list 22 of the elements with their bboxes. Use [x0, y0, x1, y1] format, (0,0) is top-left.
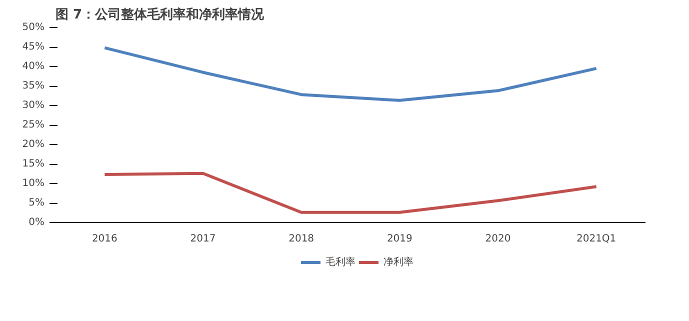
y-tick-label: 25% [22, 120, 45, 130]
legend-label: 净利率 [384, 256, 414, 269]
legend-label: 毛利率 [326, 256, 356, 269]
y-tick-label: 30% [22, 100, 45, 111]
x-tick-label: 2021Q1 [576, 234, 616, 244]
line-series [103, 172, 598, 214]
chart-title: 图 7：公司整体毛利率和净利率情况 [56, 6, 266, 22]
y-tick-label: 45% [22, 42, 45, 52]
y-tick-label: 50% [22, 22, 45, 33]
y-tick-label: 40% [22, 61, 45, 72]
y-tick-label: 5% [28, 198, 45, 208]
y-tick-label: 15% [22, 158, 45, 170]
y-tick-label: 10% [22, 178, 45, 189]
y-tick-label: 0% [28, 217, 45, 228]
y-tick-label: 35% [22, 80, 45, 92]
x-tick-label: 2020 [485, 234, 511, 244]
y-tick-label: 20% [22, 139, 45, 150]
x-tick-label: 2016 [92, 234, 118, 244]
x-tick-label: 2017 [190, 234, 216, 244]
x-tick-label: 2019 [386, 234, 412, 244]
line-series [103, 46, 598, 102]
x-tick-label: 2018 [288, 234, 314, 244]
